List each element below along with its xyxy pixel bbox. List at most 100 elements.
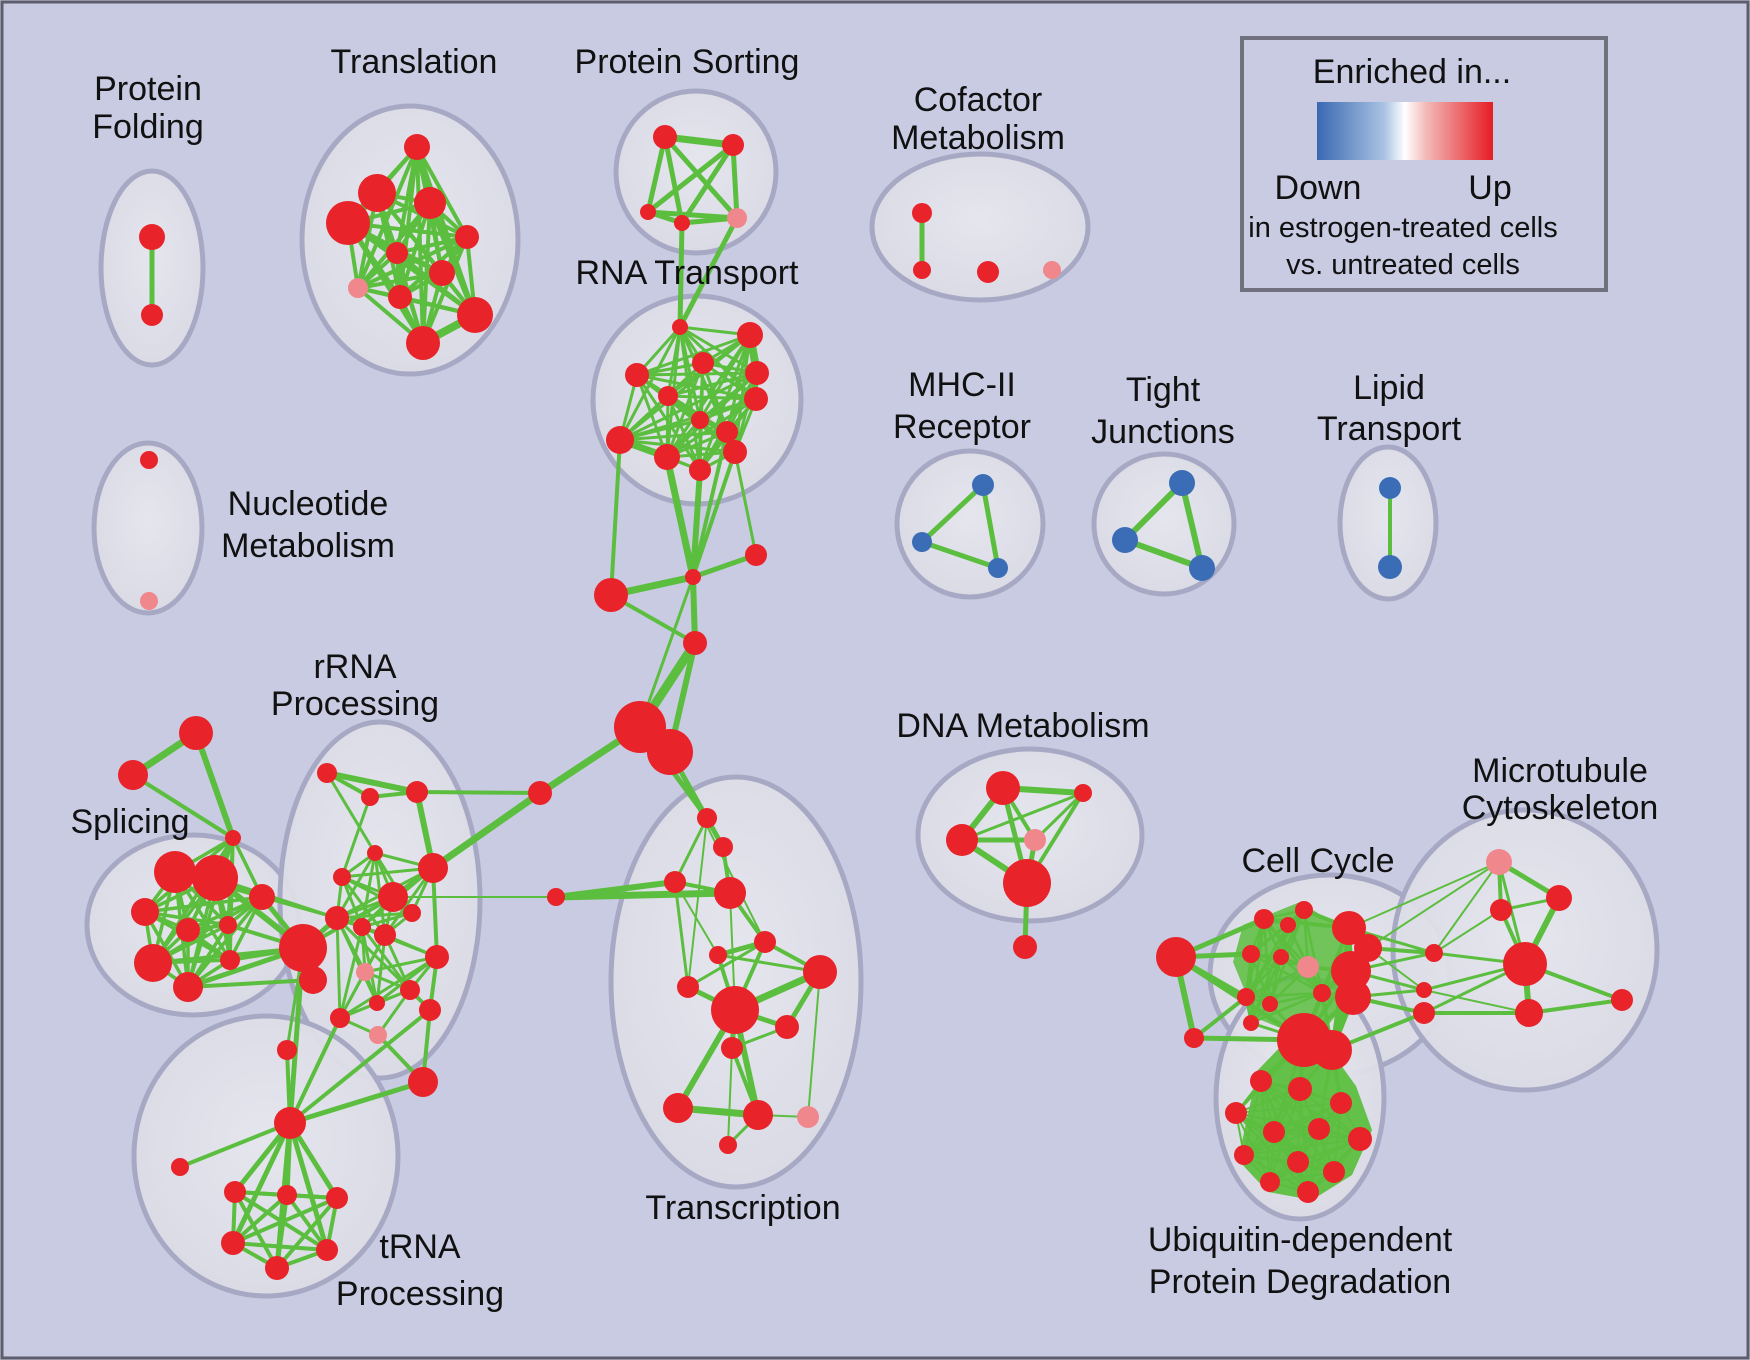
legend: Enriched in... Down Up in estrogen-treated … — [1240, 36, 1608, 292]
edge — [1269, 1088, 1301, 1183]
edge — [980, 482, 1001, 571]
gene-set-node-r20-red — [408, 1067, 438, 1097]
edge — [287, 1079, 426, 1126]
edge — [645, 142, 736, 215]
gene-set-node-r6-red — [418, 853, 448, 883]
gene-set-node-ps1-red — [653, 125, 677, 149]
edge — [618, 371, 759, 442]
gene-set-node-ps3-red — [640, 204, 656, 220]
gene-set-node-k18-red — [1313, 984, 1331, 1002]
gene-set-node-k3-red — [1254, 909, 1274, 929]
cluster-label-tight-junctions: Junctions — [1091, 413, 1235, 451]
edge — [285, 1193, 329, 1252]
gene-set-node-ub8-red — [1234, 1145, 1254, 1165]
legend-subtitle-line2: vs. untreated cells — [1286, 249, 1520, 281]
gene-set-node-s12-red — [220, 950, 240, 970]
edge — [151, 895, 264, 965]
gene-set-node-r11-red — [403, 904, 421, 922]
gene-set-node-s14-red — [277, 1040, 297, 1060]
edge — [340, 875, 387, 937]
gene-set-node-s7-red — [176, 918, 200, 942]
gene-set-node-d1-red — [986, 771, 1020, 805]
edge — [288, 1016, 342, 1125]
edge — [1367, 861, 1500, 949]
gene-set-node-k2-red — [1184, 1028, 1204, 1048]
edge — [325, 771, 377, 855]
gene-set-node-c3-red — [745, 544, 767, 566]
gene-set-node-r16-red — [369, 995, 385, 1011]
edge — [1527, 998, 1624, 1015]
gene-set-node-gg-red — [279, 924, 327, 972]
edge — [1033, 791, 1085, 842]
edge — [687, 817, 708, 988]
edge — [1243, 1138, 1361, 1156]
gene-set-node-rt1-red — [672, 319, 688, 335]
gene-set-node-rt6-red — [658, 386, 678, 406]
edge — [186, 895, 264, 989]
edge — [178, 1121, 292, 1169]
gene-set-node-k8-red — [1237, 988, 1255, 1006]
edge — [1433, 861, 1500, 954]
gene-set-node-s4-red — [154, 851, 196, 893]
gene-set-node-rt2-red — [737, 322, 763, 348]
gene-set-node-m2-red — [1546, 885, 1572, 911]
gene-set-node-t10-red — [457, 297, 493, 333]
gene-set-node-t3-red — [414, 187, 446, 219]
gene-set-node-r18-pink — [369, 1026, 387, 1044]
edge — [338, 925, 364, 1020]
edge — [638, 575, 695, 729]
edge — [427, 200, 478, 318]
gene-set-node-s6-red — [131, 898, 159, 926]
gene-set-node-j2-red — [1416, 982, 1432, 998]
gene-set-node-c2-red — [594, 578, 628, 612]
edge — [1244, 965, 1310, 999]
gene-set-node-lp2-blue — [1378, 555, 1402, 579]
edge — [690, 467, 703, 580]
edge — [662, 134, 740, 221]
gene-set-node-tl-red — [743, 1100, 773, 1130]
edge — [674, 881, 719, 956]
gene-set-node-rt5-red — [745, 361, 769, 385]
gene-set-node-cf2-red — [913, 261, 931, 279]
gene-set-node-tk-red — [663, 1093, 693, 1123]
edge — [1433, 909, 1502, 954]
cluster-label-transcription: Transcription — [645, 1189, 840, 1227]
legend-subtitle-line1: in estrogen-treated cells — [1248, 212, 1558, 244]
gene-set-node-s3-red — [225, 830, 241, 846]
edge — [679, 142, 736, 226]
gene-set-node-rt9-red — [691, 411, 709, 429]
edge — [1243, 1154, 1309, 1193]
edge — [919, 482, 986, 545]
edge — [231, 1196, 339, 1245]
gene-set-node-ps4-red — [674, 215, 690, 231]
gene-set-node-rt11-red — [654, 444, 680, 470]
cluster-ellipse-mhc-ii-receptor — [894, 448, 1046, 600]
gene-set-node-d3-red — [946, 824, 978, 856]
gene-set-node-u8-red — [265, 1256, 289, 1280]
gene-set-node-ta-red — [664, 871, 686, 893]
gene-set-node-k17-red — [1280, 917, 1296, 933]
edge — [233, 1190, 279, 1270]
gene-set-node-r1-red — [317, 763, 337, 783]
edge — [230, 1120, 293, 1246]
gene-set-node-u6-red — [221, 1231, 245, 1255]
edge — [733, 450, 758, 557]
edge — [662, 134, 685, 226]
cluster-label-ubiquitin-degradation: Ubiquitin-dependent — [1148, 1221, 1453, 1259]
edge — [618, 333, 752, 442]
legend-gradient-bar — [1317, 102, 1493, 160]
edge — [1244, 991, 1324, 999]
gene-set-node-s8-red — [219, 916, 237, 934]
cluster-label-rna-transport: RNA Transport — [576, 254, 800, 292]
edge — [186, 978, 315, 989]
gene-set-node-ti-red — [775, 1015, 799, 1039]
edge — [609, 438, 622, 597]
legend-box — [1240, 36, 1608, 292]
edge — [673, 880, 690, 989]
gene-set-node-rt7-red — [744, 387, 768, 411]
gene-set-node-k5-red — [1242, 945, 1260, 963]
legend-down-label: Down — [1275, 169, 1362, 207]
cluster-label-cell-cycle: Cell Cycle — [1241, 842, 1394, 880]
